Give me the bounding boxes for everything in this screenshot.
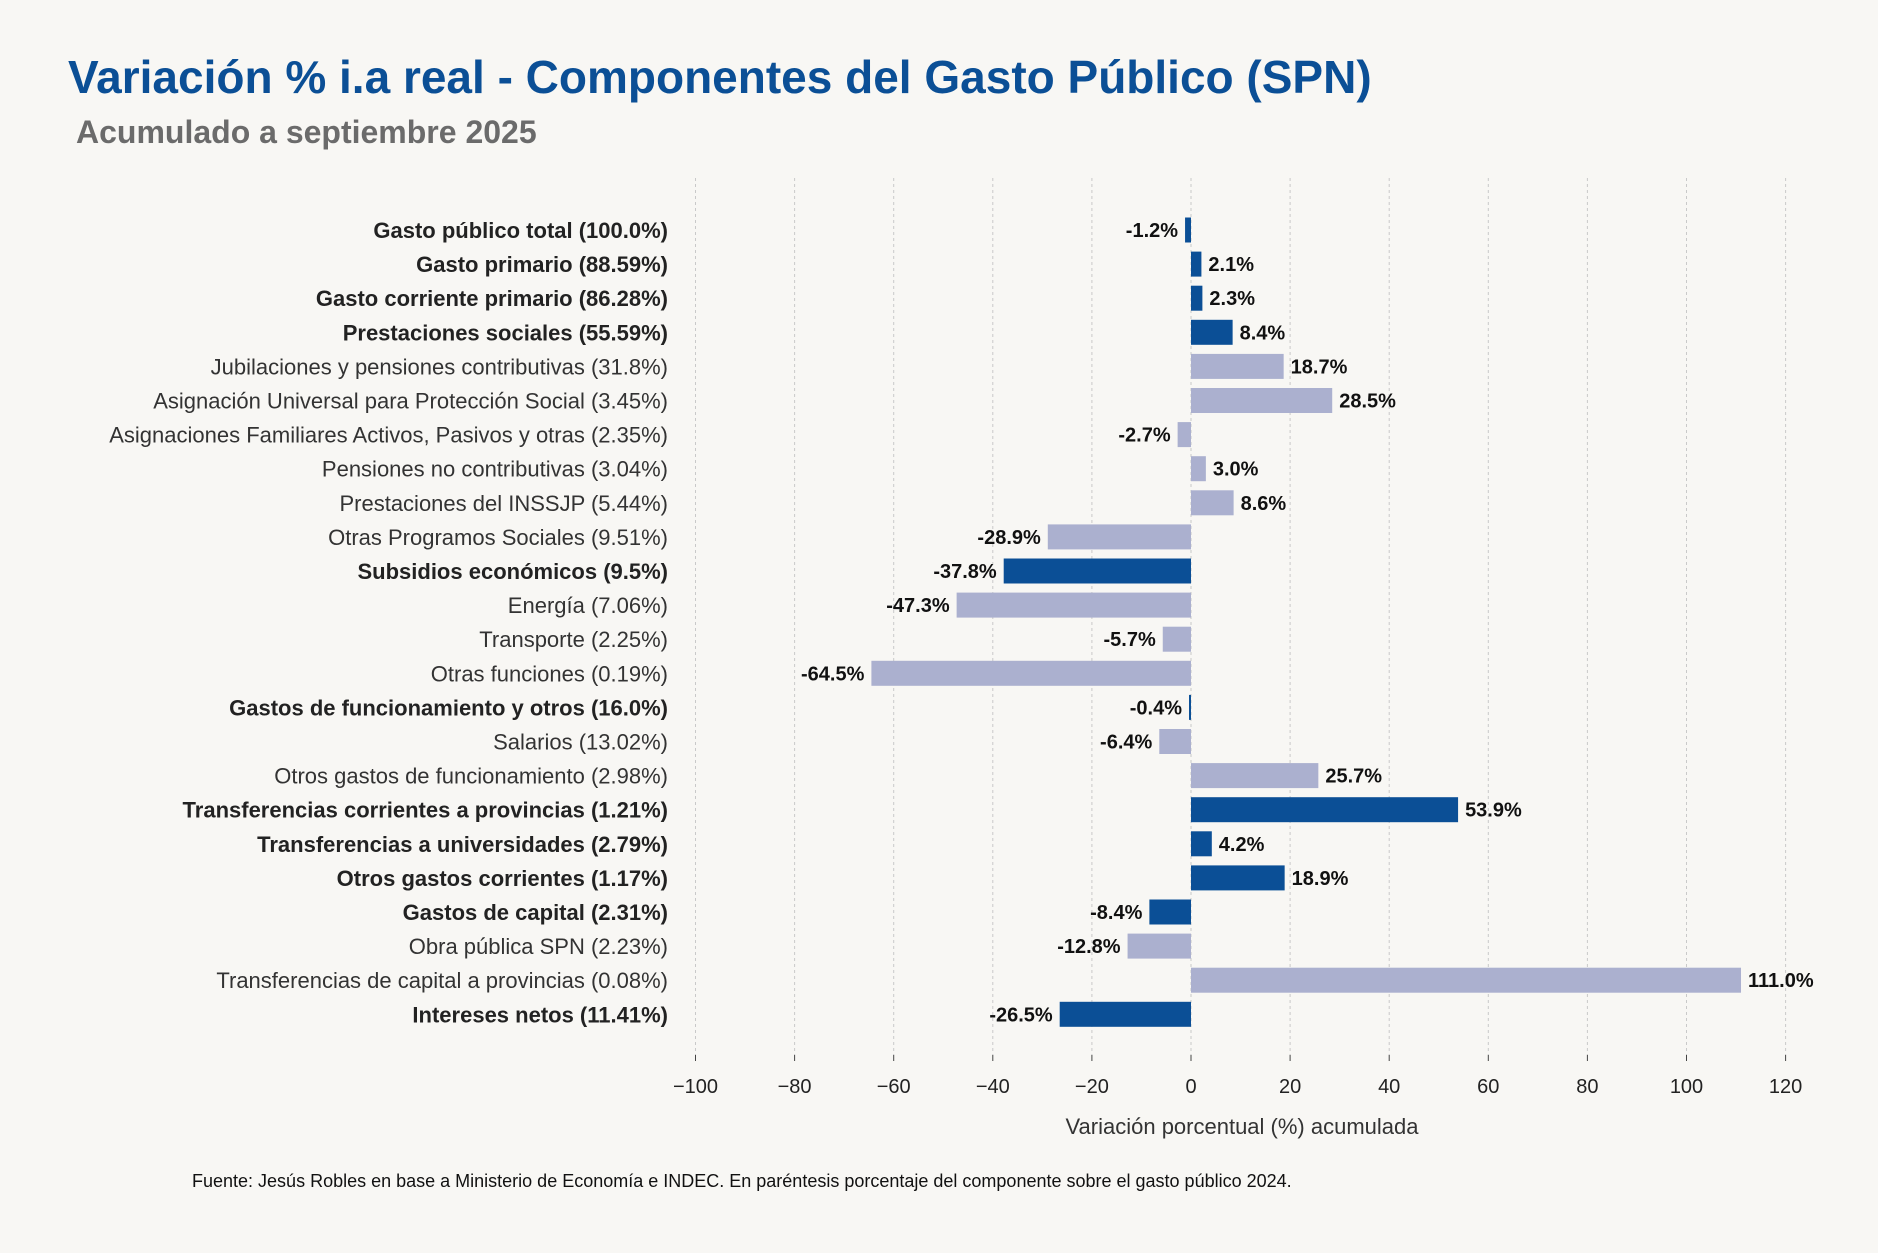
bar <box>871 660 1191 686</box>
bar <box>1191 490 1234 516</box>
x-tick-label: −60 <box>877 1076 911 1098</box>
category-label: Energía (7.06%) <box>508 593 668 618</box>
bar <box>1185 217 1191 243</box>
bar <box>1191 353 1284 379</box>
bar <box>1191 285 1203 311</box>
x-tick-label: −40 <box>976 1076 1010 1098</box>
category-label: Transferencias a universidades (2.79%) <box>257 832 668 857</box>
x-tick-label: 0 <box>1185 1076 1196 1098</box>
x-tick-label: 100 <box>1670 1076 1703 1098</box>
x-tick-label: 120 <box>1769 1076 1802 1098</box>
value-label: -26.5% <box>989 1004 1053 1026</box>
chart-title: Variación % i.a real - Componentes del G… <box>68 51 1372 103</box>
chart-subtitle: Acumulado a septiembre 2025 <box>76 114 537 150</box>
x-axis-ticks: −100 −80 −60 −40 −20 0 20 40 60 80 100 120 <box>673 1055 1802 1098</box>
category-label: Transferencias de capital a provincias (… <box>216 968 668 993</box>
value-label: -1.2% <box>1126 220 1178 242</box>
x-tick-label: 60 <box>1477 1076 1499 1098</box>
bar <box>1191 456 1206 482</box>
bar <box>1191 967 1742 993</box>
bar <box>1191 251 1202 277</box>
category-label: Subsidios económicos (9.5%) <box>357 559 668 584</box>
bar <box>1191 831 1212 857</box>
value-label: 18.7% <box>1291 356 1348 378</box>
bar <box>1159 729 1191 754</box>
category-label: Gasto público total (100.0%) <box>373 218 668 243</box>
value-label: 111.0% <box>1748 970 1814 992</box>
category-label: Prestaciones del INSSJP (5.44%) <box>339 491 668 516</box>
value-label: 2.1% <box>1208 254 1254 276</box>
x-tick-label: 40 <box>1378 1076 1400 1098</box>
value-label: -6.4% <box>1100 732 1152 754</box>
category-label: Obra pública SPN (2.23%) <box>409 934 668 959</box>
bar <box>1149 899 1191 925</box>
value-label: -0.4% <box>1130 697 1182 719</box>
source-note: Fuente: Jesús Robles en base a Ministeri… <box>192 1171 1292 1191</box>
category-label: Transporte (2.25%) <box>479 627 668 652</box>
bar <box>1177 422 1191 448</box>
category-label: Pensiones no contributivas (3.04%) <box>322 457 668 482</box>
value-label: 25.7% <box>1325 766 1382 788</box>
x-tick-label: −100 <box>673 1076 718 1098</box>
bar <box>1059 1001 1191 1027</box>
value-label: 2.3% <box>1209 288 1255 310</box>
category-label: Jubilaciones y pensiones contributivas (… <box>211 354 668 379</box>
category-label: Gasto primario (88.59%) <box>416 252 668 277</box>
category-label: Gastos de capital (2.31%) <box>403 900 668 925</box>
category-label: Otras funciones (0.19%) <box>431 661 668 686</box>
value-label: 8.6% <box>1241 493 1287 515</box>
bar <box>1047 524 1191 550</box>
value-label: 4.2% <box>1219 834 1265 856</box>
value-label: -37.8% <box>933 561 997 583</box>
category-label: Gastos de funcionamiento y otros (16.0%) <box>229 695 668 720</box>
x-tick-label: 80 <box>1576 1076 1598 1098</box>
bar <box>1162 626 1191 652</box>
bar <box>1191 797 1459 823</box>
category-label: Asignación Universal para Protección Soc… <box>153 389 668 414</box>
bar <box>1191 388 1333 413</box>
bars <box>871 217 1742 1027</box>
value-label: -5.7% <box>1104 629 1156 651</box>
value-label: 18.9% <box>1292 868 1349 890</box>
value-label: -12.8% <box>1057 936 1121 958</box>
bar <box>1127 933 1191 959</box>
category-label: Asignaciones Familiares Activos, Pasivos… <box>109 423 668 448</box>
category-label: Otros gastos corrientes (1.17%) <box>337 866 668 891</box>
x-tick-label: −80 <box>778 1076 812 1098</box>
bar <box>1003 558 1191 584</box>
value-label: -28.9% <box>977 527 1041 549</box>
category-label: Otras Programos Sociales (9.51%) <box>328 525 668 550</box>
category-label: Prestaciones sociales (55.59%) <box>343 320 668 345</box>
value-label: 53.9% <box>1465 800 1522 822</box>
category-label: Salarios (13.02%) <box>493 730 668 755</box>
bar <box>1191 865 1285 891</box>
value-label: -47.3% <box>886 595 950 617</box>
bar <box>1191 319 1233 345</box>
bar <box>956 592 1191 618</box>
category-label: Intereses netos (11.41%) <box>412 1002 668 1027</box>
value-labels: -1.2% 2.1% 2.3% 8.4%18.7% 28.5% -2.7% 3.0% 8.6%… <box>801 220 1814 1026</box>
x-axis-title: Variación porcentual (%) acumulada <box>1066 1114 1420 1139</box>
bar <box>1191 763 1319 789</box>
x-tick-label: −20 <box>1075 1076 1109 1098</box>
value-label: -64.5% <box>801 663 865 685</box>
value-label: 28.5% <box>1339 391 1396 413</box>
category-label: Gasto corriente primario (86.28%) <box>316 286 668 311</box>
value-label: 3.0% <box>1213 459 1259 481</box>
category-label: Otros gastos de funcionamiento (2.98%) <box>274 764 668 789</box>
value-label: -8.4% <box>1090 902 1142 924</box>
x-tick-label: 20 <box>1279 1076 1301 1098</box>
value-label: -2.7% <box>1118 425 1170 447</box>
category-label: Transferencias corrientes a provincias (… <box>183 798 668 823</box>
bar <box>1189 694 1191 720</box>
category-labels: Gasto público total (100.0%) Gasto primar… <box>109 218 668 1027</box>
value-label: 8.4% <box>1240 322 1286 344</box>
